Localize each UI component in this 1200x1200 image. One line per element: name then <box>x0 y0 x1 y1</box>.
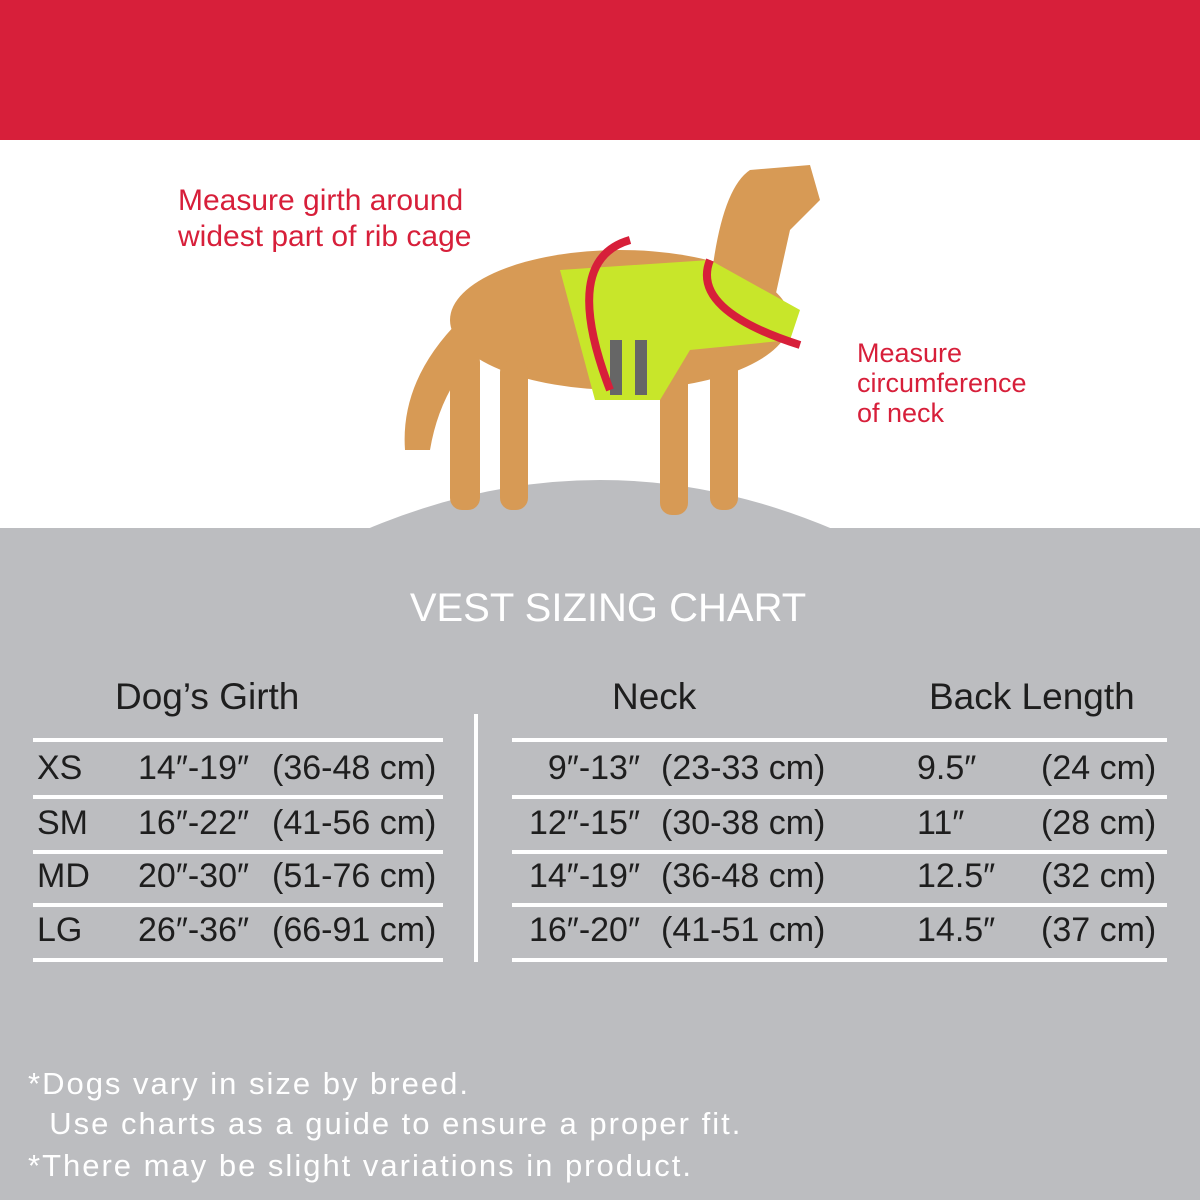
cell-back-cm: (32 cm) <box>1041 857 1157 895</box>
girth-note-line: Measure girth around <box>178 184 464 217</box>
cell-girth-in: 14″-19″ <box>138 749 250 787</box>
footnote-3: *There may be slight variations in produ… <box>28 1148 693 1183</box>
footnote-2: Use charts as a guide to ensure a proper… <box>28 1106 743 1141</box>
cell-girth-in: 16″-22″ <box>138 804 250 842</box>
cell-neck-cm: (36-48 cm) <box>661 857 826 895</box>
row-divider <box>512 903 1167 907</box>
neck-note-line: circumference <box>857 368 1027 398</box>
cell-neck-cm: (23-33 cm) <box>661 749 826 787</box>
cell-back-in: 12.5″ <box>917 857 996 895</box>
cell-neck-in: 14″-19″ <box>528 857 640 895</box>
top-banner <box>0 0 1200 140</box>
row-divider <box>33 850 443 854</box>
chart-panel <box>0 528 1200 1200</box>
cell-girth-cm: (36-48 cm) <box>272 749 437 787</box>
cell-neck-cm: (30-38 cm) <box>661 804 826 842</box>
cell-neck-in: 12″-15″ <box>528 804 640 842</box>
row-divider <box>512 850 1167 854</box>
girth-note-line: widest part of rib cage <box>178 220 472 253</box>
cell-size: XS <box>37 749 83 787</box>
chart-title: VEST SIZING CHART <box>409 586 807 630</box>
cell-girth-cm: (41-56 cm) <box>272 804 437 842</box>
cell-back-cm: (28 cm) <box>1041 804 1157 842</box>
girth-note: Measure girth around widest part of rib … <box>178 183 471 255</box>
neck-note-line: Measure <box>857 338 963 368</box>
footnote-1: *Dogs vary in size by breed. <box>28 1066 470 1101</box>
column-divider <box>474 714 478 962</box>
cell-back-in: 11″ <box>917 804 965 842</box>
row-divider <box>33 795 443 799</box>
cell-back-cm: (37 cm) <box>1041 911 1157 949</box>
row-divider <box>512 958 1167 962</box>
cell-back-cm: (24 cm) <box>1041 749 1157 787</box>
cell-back-in: 9.5″ <box>917 749 977 787</box>
cell-size: MD <box>37 857 90 895</box>
cell-girth-in: 26″-36″ <box>138 911 250 949</box>
cell-neck-in: 9″-13″ <box>547 749 640 787</box>
cell-neck-cm: (41-51 cm) <box>661 911 826 949</box>
row-divider <box>33 738 443 742</box>
row-divider <box>512 738 1167 742</box>
neck-note-line: of neck <box>857 398 945 428</box>
row-divider <box>33 958 443 962</box>
cell-back-in: 14.5″ <box>917 911 996 949</box>
neck-note: Measure circumference of neck <box>857 338 1027 428</box>
cell-size: SM <box>37 804 88 842</box>
row-divider <box>512 795 1167 799</box>
cell-girth-cm: (51-76 cm) <box>272 857 437 895</box>
header-neck: Neck <box>612 676 697 717</box>
cell-girth-in: 20″-30″ <box>138 857 250 895</box>
cell-girth-cm: (66-91 cm) <box>272 911 437 949</box>
cell-neck-in: 16″-20″ <box>528 911 640 949</box>
cell-size: LG <box>37 911 83 949</box>
header-back-length: Back Length <box>929 676 1135 717</box>
row-divider <box>33 903 443 907</box>
header-girth: Dog’s Girth <box>115 676 300 717</box>
dog-in-vest-image <box>404 165 820 515</box>
